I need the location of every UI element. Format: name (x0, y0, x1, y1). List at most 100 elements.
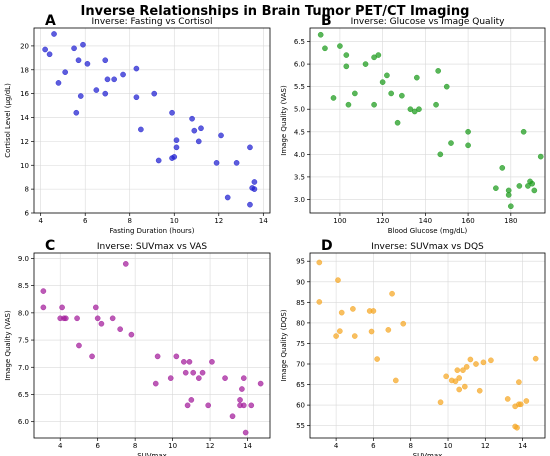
data-point (460, 367, 466, 373)
data-point (74, 315, 80, 322)
data-point (537, 153, 544, 160)
x-axis-label: SUVmax (137, 452, 167, 456)
data-point (375, 52, 382, 58)
data-point (195, 138, 202, 145)
x-tick-label: 14 (259, 217, 268, 225)
data-point (205, 402, 211, 409)
y-tick-label: 6.5 (294, 38, 305, 46)
data-point (416, 106, 422, 113)
data-point (343, 52, 350, 58)
data-point (389, 290, 395, 297)
x-tick-label: 6 (371, 442, 376, 450)
data-point (454, 367, 461, 373)
data-point (199, 369, 206, 376)
y-axis-label: Image Quality (VAS) (4, 310, 12, 381)
data-point (111, 76, 117, 83)
data-point (186, 359, 193, 365)
data-point (371, 101, 377, 108)
y-tick-label: 20 (20, 42, 29, 50)
data-point (394, 119, 401, 126)
x-axis-label: Blood Glucose (mg/dL) (388, 227, 468, 235)
y-tick-label: 6.0 (294, 61, 305, 69)
x-tick-label: 6 (83, 217, 88, 225)
data-point (400, 320, 407, 327)
data-point (222, 375, 228, 381)
data-point (322, 45, 328, 52)
data-point (516, 183, 523, 189)
x-tick-label: 160 (461, 217, 474, 225)
figure-title: Inverse Relationships in Brain Tumor PET… (81, 4, 470, 19)
data-point (190, 369, 197, 376)
data-point (456, 375, 463, 381)
x-tick-label: 10 (170, 217, 179, 225)
y-tick-label: 14 (20, 114, 29, 122)
axes-frame (33, 252, 271, 439)
data-point (452, 378, 459, 385)
panel-c: 4 6 8 10 12 14 6.0 6.5 7.0 7.5 8.0 8.5 9.0 Inverse: S… (4, 238, 271, 456)
data-point (247, 201, 253, 208)
data-point (368, 328, 375, 335)
y-tick-label: 55 (296, 422, 305, 430)
data-point (362, 61, 369, 67)
data-point (104, 76, 111, 83)
x-tick-label: 8 (408, 442, 412, 450)
y-tick-label: 9.0 (18, 255, 29, 263)
data-point (251, 179, 258, 185)
data-point (411, 108, 418, 115)
data-point (480, 359, 487, 366)
data-point (188, 397, 195, 403)
data-point (218, 132, 224, 139)
data-point (388, 90, 394, 97)
axes-frame (309, 27, 546, 214)
data-point (443, 83, 450, 90)
data-point (463, 364, 470, 370)
axes-frame (309, 252, 546, 439)
data-point (257, 380, 264, 387)
data-point (384, 72, 390, 79)
data-point (169, 109, 175, 116)
x-tick-label: 10 (168, 442, 177, 450)
data-point (76, 342, 82, 349)
data-point (120, 71, 126, 78)
panel-d: 4 6 8 10 12 14 55 60 65 70 75 80 85 90 95 Inverse: SUVm… (280, 238, 546, 456)
data-point (80, 41, 86, 48)
data-point (317, 31, 324, 38)
x-tick-label: 12 (481, 442, 490, 450)
panel-label: D (321, 238, 333, 254)
panel-title: Inverse: Fasting vs Cortisol (92, 17, 213, 27)
data-point (316, 299, 323, 305)
data-point (443, 373, 449, 380)
data-point (40, 304, 47, 311)
data-point (77, 93, 84, 99)
data-point (448, 140, 454, 146)
y-axis-label: Image Quality (DQS) (280, 309, 288, 381)
y-tick-label: 5.0 (294, 106, 305, 114)
y-tick-label: 8.5 (18, 282, 29, 290)
data-point (351, 333, 358, 339)
data-point (467, 356, 474, 363)
data-point (71, 45, 77, 52)
y-tick-label: 75 (296, 340, 305, 348)
y-tick-label: 18 (20, 66, 29, 74)
data-point (465, 142, 471, 149)
data-point (42, 46, 48, 53)
y-tick-label: 95 (296, 258, 305, 266)
data-point (109, 315, 116, 322)
data-point (520, 128, 527, 135)
data-point (209, 359, 215, 365)
data-point (531, 187, 538, 194)
panel-label: C (45, 238, 55, 254)
data-point (94, 315, 101, 322)
data-point (173, 137, 180, 143)
data-point (516, 379, 522, 385)
data-point (350, 306, 356, 312)
data-point (462, 383, 468, 390)
data-point (385, 327, 392, 333)
data-point (51, 31, 57, 37)
y-tick-label: 65 (296, 381, 305, 389)
y-axis-label: Cortisol Level (μg/dL) (4, 83, 12, 158)
data-point (40, 288, 47, 294)
y-tick-label: 60 (296, 402, 305, 410)
